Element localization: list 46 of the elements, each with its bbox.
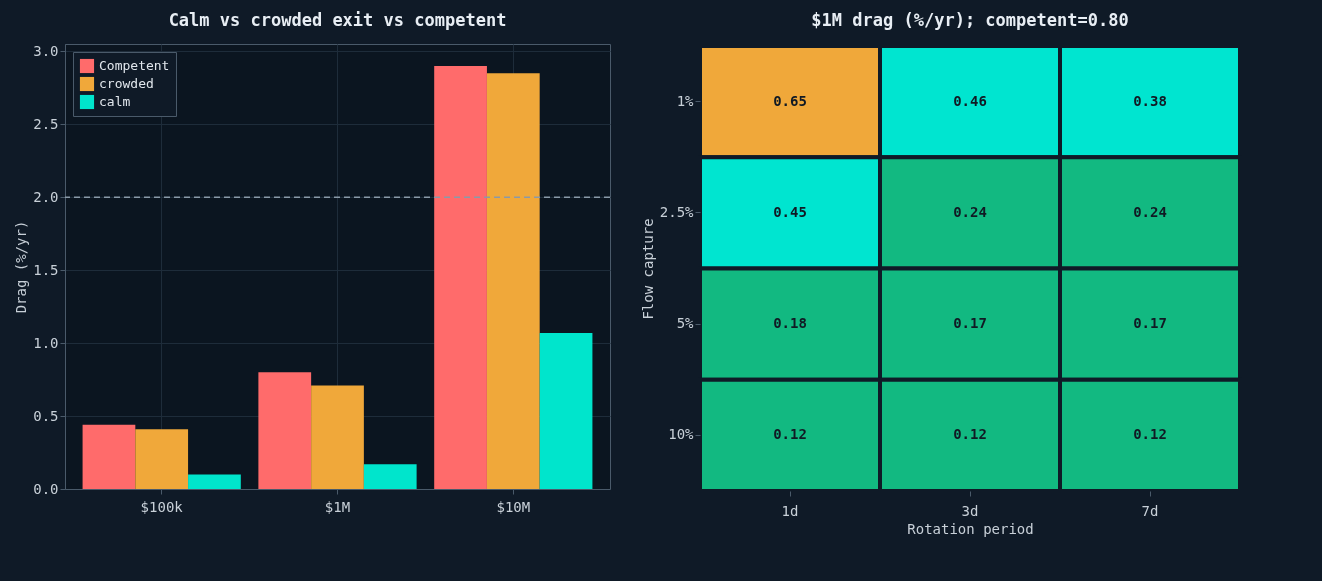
x-tick-label: 1d [781, 502, 799, 519]
x-tick-label: $10M [496, 498, 531, 515]
bar [539, 332, 593, 489]
y-tick-label: 0.5 [33, 407, 59, 424]
y-tick-label: 5% [676, 315, 695, 332]
bar [258, 372, 312, 489]
data-label: 0.65 [773, 92, 807, 109]
chart-title: Calm vs crowded exit vs competent [168, 10, 507, 30]
x-tick-label: $100k [140, 498, 184, 515]
data-label: 0.12 [953, 426, 987, 443]
y-tick-label: 1% [676, 92, 695, 109]
bar [82, 424, 136, 489]
bar [434, 65, 487, 489]
bar [486, 73, 540, 489]
data-label: 0.17 [953, 315, 987, 332]
bar [135, 429, 189, 489]
data-label: 0.24 [1133, 203, 1167, 220]
legend-label: Competent [99, 58, 170, 73]
data-label: 0.38 [1133, 92, 1167, 109]
y-tick-label: 10% [668, 426, 695, 443]
x-tick-label: $1M [324, 498, 351, 515]
x-axis-title: Rotation period [907, 520, 1034, 537]
y-tick-label: 0.0 [33, 480, 59, 497]
data-label: 0.46 [953, 92, 987, 109]
bar [188, 474, 241, 489]
data-label: 0.12 [773, 426, 807, 443]
y-tick-label: 2.0 [33, 188, 59, 205]
data-label: 0.17 [1133, 315, 1167, 332]
legend-label: calm [99, 94, 131, 109]
y-tick-label: 3.0 [33, 42, 59, 59]
y-tick-label: 1.0 [33, 334, 59, 351]
y-tick-label: 2.5% [659, 203, 695, 220]
y-tick-label: 1.5 [33, 261, 59, 278]
data-label: 0.12 [1133, 426, 1167, 443]
y-axis-title: Drag (%/yr) [13, 220, 30, 314]
data-label: 0.18 [773, 315, 807, 332]
chart-title: $1M drag (%/yr); competent=0.80 [811, 10, 1129, 30]
bar [311, 385, 364, 489]
data-label: 0.24 [953, 203, 987, 220]
legend-label: crowded [99, 76, 154, 91]
bar [363, 464, 417, 489]
x-tick-label: 7d [1141, 502, 1159, 519]
y-tick-label: 2.5 [33, 115, 59, 132]
data-label: 0.45 [773, 203, 807, 220]
x-tick-label: 3d [961, 502, 979, 519]
y-axis-title: Flow capture [639, 218, 656, 320]
